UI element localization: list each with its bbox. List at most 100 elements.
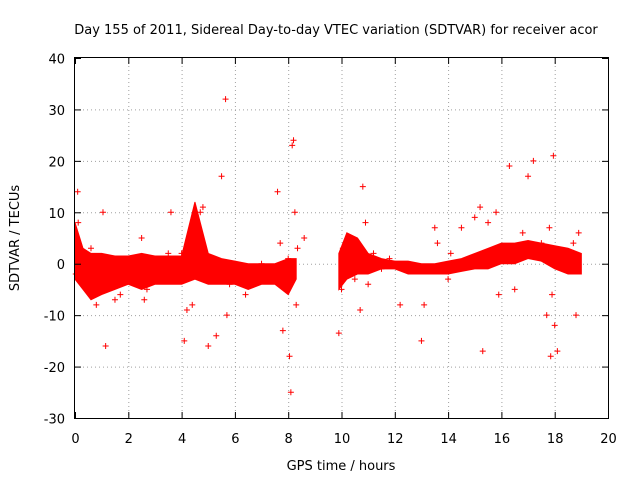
x-tick-label: 6 [231, 432, 239, 447]
data-band [338, 232, 582, 291]
data-point [397, 301, 404, 308]
data-point [493, 209, 500, 216]
data-point [287, 389, 294, 396]
data-point [87, 245, 94, 252]
data-point [151, 260, 158, 267]
data-point [199, 204, 206, 211]
data-point [117, 291, 124, 298]
data-point [575, 229, 582, 236]
y-tick-label: 30 [48, 104, 65, 119]
data-point [498, 250, 505, 257]
data-point [226, 281, 233, 288]
axes: 0 2 4 6 8 10 12 14 16 18 20 -30 -20 -10 0 10 20 30 40 [44, 53, 617, 448]
data-point [167, 209, 174, 216]
data-point [159, 271, 166, 277]
y-tick-label: 40 [48, 53, 65, 68]
data-point [551, 322, 558, 329]
data-point [125, 276, 132, 283]
data-point [519, 229, 526, 236]
x-tick-label: 8 [285, 432, 293, 447]
chart-title: Day 155 of 2011, Sidereal Day-to-day VTE… [74, 23, 598, 38]
data-point [202, 271, 209, 277]
data-point [111, 296, 118, 303]
data-point [525, 173, 532, 180]
data-point [138, 235, 145, 241]
data-point [133, 276, 140, 283]
data-point [85, 276, 92, 283]
data-point [98, 271, 105, 277]
data-point [223, 312, 230, 319]
data-point [74, 188, 81, 195]
x-tick-label: 18 [547, 432, 564, 447]
data-point [365, 281, 372, 288]
data-point [550, 152, 557, 159]
data-point [191, 260, 198, 267]
y-tick-label: -20 [44, 361, 65, 376]
data-point [341, 265, 348, 272]
data-point [279, 327, 286, 334]
data-point [242, 291, 249, 298]
x-tick-label: 16 [494, 432, 511, 447]
data-point [231, 260, 238, 267]
data-point [445, 276, 452, 283]
y-axis-label: SDTVAR / TECUs [8, 185, 23, 292]
data-point [339, 245, 346, 252]
data-point [99, 209, 106, 216]
data-point [431, 224, 438, 231]
data-point [102, 343, 109, 349]
data-point [143, 286, 150, 293]
data-point [471, 214, 478, 221]
data-point [477, 204, 484, 211]
x-tick-label: 4 [178, 432, 186, 447]
y-tick-label: -30 [44, 413, 65, 428]
data-point [294, 245, 301, 252]
data-point [277, 240, 284, 247]
data-point [106, 281, 113, 288]
data-point [559, 260, 566, 267]
data-point [405, 265, 412, 272]
data-point [258, 260, 265, 267]
data-point [511, 286, 518, 293]
data-point [547, 353, 554, 360]
data-point [565, 265, 572, 272]
data-point [291, 209, 298, 216]
x-tick-label: 12 [387, 432, 404, 447]
data-point [205, 343, 212, 349]
data-point [434, 240, 441, 247]
data-point [421, 301, 428, 308]
data-point [237, 271, 244, 277]
data-point [289, 142, 296, 149]
data-point [522, 250, 529, 257]
data-point [189, 301, 196, 308]
data-point [362, 219, 369, 226]
data-point [77, 250, 84, 257]
data-point [282, 286, 289, 293]
data-point [95, 281, 102, 288]
plot-frame [74, 57, 609, 419]
data-point [194, 235, 201, 241]
data-point [538, 240, 545, 247]
data-point [301, 235, 308, 241]
x-tick-label: 20 [600, 432, 617, 447]
data-point [573, 312, 580, 319]
data-point [274, 188, 281, 195]
y-tick-label: 20 [48, 155, 65, 170]
data-point [554, 348, 561, 355]
data-point [479, 348, 486, 355]
x-tick-label: 2 [125, 432, 133, 447]
x-tick-label: 10 [334, 432, 351, 447]
data-point [222, 96, 229, 103]
data-point [213, 332, 220, 339]
data-point [285, 255, 292, 262]
data-point [549, 291, 556, 298]
x-tick-label: 14 [440, 432, 457, 447]
y-tick-label: 0 [57, 258, 65, 273]
data-point [506, 163, 513, 169]
data-point [338, 286, 345, 293]
data-point [72, 271, 79, 277]
data-point [335, 330, 342, 337]
data-point [218, 173, 225, 180]
data-point [181, 337, 188, 344]
data-point [570, 240, 577, 247]
